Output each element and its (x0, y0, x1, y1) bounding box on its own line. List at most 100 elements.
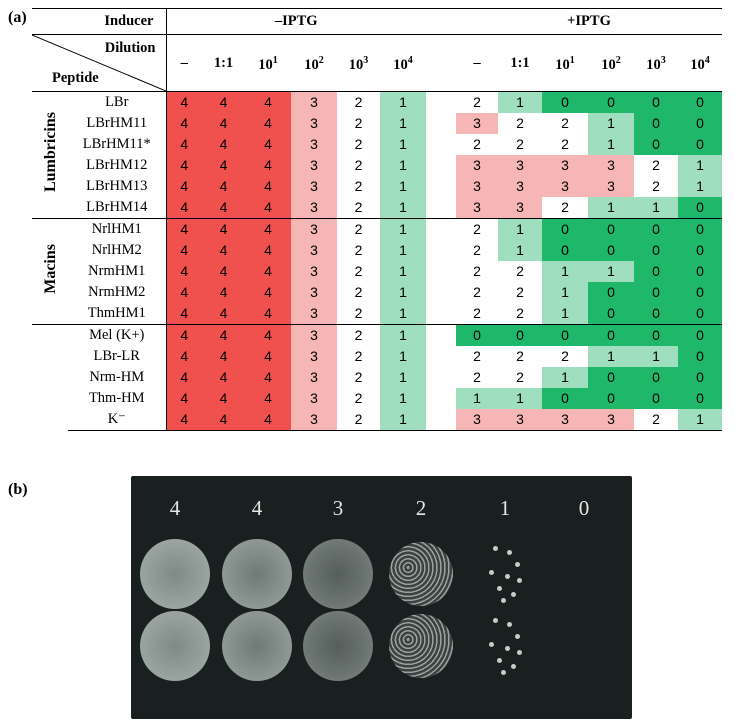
score-cell: 3 (542, 409, 588, 431)
score-cell: 4 (202, 240, 245, 261)
score-cell: 1 (542, 303, 588, 325)
dilution-base: 10 (393, 56, 408, 73)
score-cell: 2 (337, 218, 380, 240)
score-cell: 0 (678, 91, 722, 113)
dilution-header-minus-5: 104 (380, 34, 426, 92)
score-cell: 0 (634, 388, 678, 409)
score-cell: 3 (498, 409, 542, 431)
score-cell: 0 (542, 240, 588, 261)
dilution-base: – (180, 54, 188, 71)
score-cell: 2 (498, 113, 542, 134)
plus-iptg-label: +IPTG (456, 8, 722, 35)
colony-dot (517, 650, 522, 655)
score-cell: 0 (634, 282, 678, 303)
score-cell: 0 (542, 324, 588, 346)
colony-dot (505, 646, 510, 651)
group-label: Macins (32, 218, 68, 325)
score-cell: 2 (456, 282, 498, 303)
colony-spot (222, 611, 292, 681)
dilution-exponent: 2 (318, 55, 324, 67)
score-cell: 3 (291, 367, 337, 388)
score-cell: 3 (291, 282, 337, 303)
score-cell: 4 (166, 176, 202, 197)
score-cell: 3 (291, 155, 337, 176)
score-cell: 2 (456, 240, 498, 261)
score-cell: 0 (588, 91, 634, 113)
score-cell: 0 (542, 91, 588, 113)
score-cell: 3 (498, 197, 542, 219)
score-cell: 4 (202, 134, 245, 155)
dilution-base: 10 (555, 56, 570, 73)
dilution-exponent: 3 (363, 55, 369, 67)
group-name: Lumbricins (41, 111, 59, 192)
score-cell: 4 (245, 324, 291, 346)
diagonal-header-cell: Dilution Peptide (32, 34, 167, 92)
dilution-header-plus-2: 101 (542, 34, 588, 92)
score-cell: 1 (380, 113, 426, 134)
score-cell: 2 (337, 155, 380, 176)
score-cell: 0 (678, 218, 722, 240)
score-cell: 1 (498, 240, 542, 261)
score-cell: 4 (166, 155, 202, 176)
score-cell: 4 (166, 134, 202, 155)
colony-dot (501, 670, 506, 675)
score-cell: 2 (337, 346, 380, 367)
score-cell: 0 (678, 303, 722, 325)
peptide-name: LBrHM12 (68, 155, 167, 176)
diagonal-line (32, 35, 166, 91)
table-row: NrmHM2 4 4 4 3 2 1 2 2 1 0 0 0 (32, 282, 722, 303)
score-cell: 2 (337, 367, 380, 388)
score-cell: 4 (166, 409, 202, 431)
spacer (426, 113, 456, 134)
dilution-exponent: 3 (660, 55, 666, 67)
dilution-header-minus-0: – (166, 34, 202, 92)
score-cell: 4 (245, 388, 291, 409)
score-cell: 3 (588, 155, 634, 176)
score-cell: 0 (634, 134, 678, 155)
dilution-base: 10 (348, 56, 364, 73)
score-cell: 0 (634, 91, 678, 113)
colony-dot (497, 586, 502, 591)
score-cell: 2 (542, 113, 588, 134)
score-cell: 2 (337, 282, 380, 303)
score-cell: 3 (291, 218, 337, 240)
spacer (426, 409, 456, 431)
spacer (426, 34, 456, 92)
dilution-header-plus-0: – (456, 34, 498, 92)
colony-spot (222, 539, 292, 609)
score-cell: 2 (337, 261, 380, 282)
table-row: NrlHM2 4 4 4 3 2 1 2 1 0 0 0 0 (32, 240, 722, 261)
score-cell: 0 (542, 218, 588, 240)
agar-plate-photo: 4 4 3 2 1 0 (131, 476, 632, 719)
score-cell: 1 (542, 367, 588, 388)
colony-spot (303, 611, 373, 681)
score-cell: 4 (245, 261, 291, 282)
score-cell: 0 (678, 324, 722, 346)
score-cell: 4 (166, 240, 202, 261)
score-cell: 4 (202, 346, 245, 367)
peptide-name: LBrHM14 (68, 197, 167, 219)
peptide-name: LBr-LR (68, 346, 167, 367)
dilution-base: 10 (601, 56, 616, 73)
score-cell: 2 (498, 303, 542, 325)
dilution-base: 1:1 (510, 54, 530, 71)
score-cell: 0 (588, 282, 634, 303)
peptide-name: Thm-HM (68, 388, 167, 409)
score-cell: 0 (588, 240, 634, 261)
peptide-label: Peptide (52, 70, 99, 86)
minus-iptg-label: –IPTG (166, 8, 426, 35)
dilution-header-minus-2: 101 (245, 34, 291, 92)
score-cell: 4 (202, 409, 245, 431)
score-cell: 1 (380, 303, 426, 325)
dilution-base: 10 (646, 56, 661, 73)
score-cell: 1 (380, 324, 426, 346)
panel-b-label: (b) (8, 481, 28, 498)
score-cell: 3 (291, 388, 337, 409)
score-cell: 1 (380, 197, 426, 219)
score-cell: 3 (291, 91, 337, 113)
score-cell: 1 (380, 134, 426, 155)
plate-label: 2 (415, 496, 427, 520)
score-cell: 4 (245, 218, 291, 240)
score-cell: 0 (498, 324, 542, 346)
colony-dot (489, 570, 494, 575)
